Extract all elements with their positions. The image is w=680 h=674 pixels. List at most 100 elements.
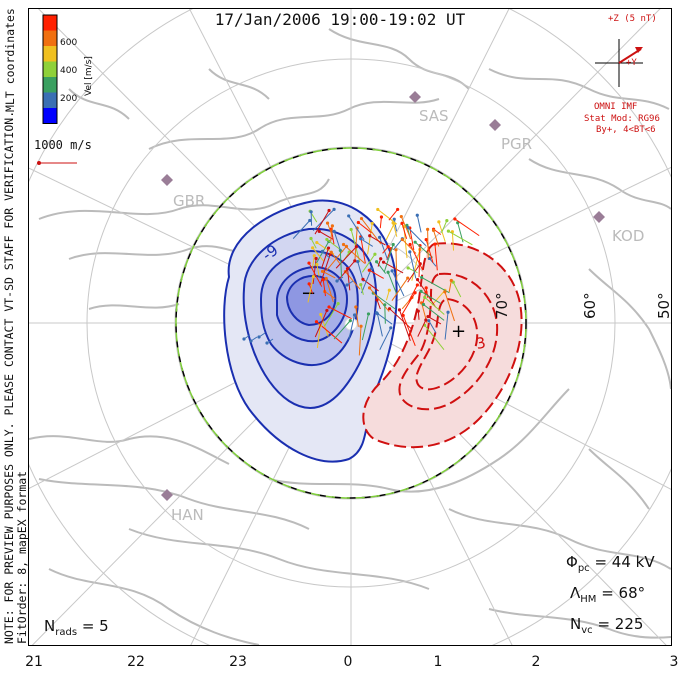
velocity-vector xyxy=(423,304,445,321)
vector-origin xyxy=(378,235,382,239)
vector-origin xyxy=(396,207,400,212)
radar-count: Nrads = 5 xyxy=(44,617,109,638)
mlt-tick-label: 1 xyxy=(433,654,443,670)
vector-origin xyxy=(359,324,363,328)
vector-origin xyxy=(397,308,402,312)
velocity-scale-label: 1000 m/s xyxy=(34,138,92,152)
velocity-vector xyxy=(448,230,473,246)
station-han: HAN xyxy=(171,506,204,524)
velocity-vector xyxy=(385,223,395,241)
colorbar-tick-400: 400 xyxy=(60,66,78,76)
nrads-sub: rads xyxy=(55,627,78,638)
vector-origin xyxy=(368,234,372,238)
phi-value: = 44 kV xyxy=(594,553,655,571)
velocity-vector xyxy=(434,244,438,271)
velocity-vector xyxy=(391,277,409,301)
vector-origin xyxy=(309,236,313,241)
vector-origin xyxy=(311,246,315,250)
imf-condition: By+, 4<BT<6 xyxy=(596,125,656,135)
velocity-colorbar xyxy=(42,14,58,124)
velocity-vector xyxy=(401,223,408,239)
velocity-vectors xyxy=(242,207,480,356)
vector-origin xyxy=(367,268,371,272)
vector-origin xyxy=(324,276,328,281)
vector-origin xyxy=(242,337,246,341)
imf-z-label: +Z (5 nT) xyxy=(608,14,657,24)
vector-origin xyxy=(345,266,350,271)
velocity-vector xyxy=(314,310,328,338)
velocity-vector xyxy=(431,290,446,306)
phi-symbol: Φ xyxy=(566,553,578,571)
vector-origin xyxy=(408,242,412,247)
vector-origin xyxy=(314,320,319,324)
vector-origin xyxy=(329,250,333,254)
velocity-vector xyxy=(325,278,334,303)
lat-label-60: 60° xyxy=(581,292,599,319)
velocity-vector xyxy=(384,304,386,324)
velocity-vector xyxy=(424,296,445,315)
nvc-value: = 225 xyxy=(597,615,644,633)
velocity-vector xyxy=(444,312,449,340)
lat-label-50: 50° xyxy=(655,292,671,319)
vector-origin xyxy=(424,290,428,294)
velocity-vector xyxy=(328,306,352,320)
lambda-value: = 68° xyxy=(601,584,646,602)
mlt-tick-label: 23 xyxy=(229,654,247,670)
velocity-vector xyxy=(407,263,421,283)
vector-origin xyxy=(373,252,377,256)
velocity-vector xyxy=(402,239,417,254)
vector-origin xyxy=(359,237,363,241)
velocity-vector xyxy=(417,319,427,337)
velocity-vector xyxy=(330,251,341,265)
velocity-vector xyxy=(407,267,418,274)
velocity-vector xyxy=(361,313,369,341)
phi-sub: pc xyxy=(577,563,590,574)
vector-origin xyxy=(420,275,424,280)
station-kod: KOD xyxy=(612,227,644,245)
vector-origin xyxy=(416,309,420,313)
velocity-vector xyxy=(312,258,317,285)
velocity-vector xyxy=(398,309,411,341)
vector-origin xyxy=(307,282,311,286)
velocity-vector xyxy=(311,255,315,269)
vector-origin xyxy=(406,276,410,280)
velocity-vector xyxy=(408,284,418,302)
velocity-vector xyxy=(379,237,389,260)
station-gbr: GBR xyxy=(173,192,205,210)
vector-origin xyxy=(376,207,380,212)
vector-origin xyxy=(330,224,334,228)
lambda-sub: HM xyxy=(580,594,597,605)
velocity-vector xyxy=(333,320,351,340)
vector-origin xyxy=(400,237,404,242)
colorbar-swatch xyxy=(43,46,57,62)
vector-origin xyxy=(325,237,329,242)
vector-origin xyxy=(427,319,431,323)
vector-origin xyxy=(257,335,261,339)
velocity-vector xyxy=(433,230,440,247)
vector-origin xyxy=(426,227,430,232)
vector-origin xyxy=(374,311,379,315)
vector-origin xyxy=(424,238,428,242)
coastlines xyxy=(29,28,671,645)
vector-origin xyxy=(406,266,410,270)
vector-origin xyxy=(446,229,451,233)
velocity-vector xyxy=(402,315,416,346)
vector-origin xyxy=(354,305,358,309)
vector-origin xyxy=(345,283,349,287)
velocity-vector xyxy=(360,238,374,247)
velocity-vector xyxy=(312,247,325,262)
mlt-tick-label: 0 xyxy=(343,654,353,670)
vector-origin xyxy=(431,228,436,233)
velocity-vector xyxy=(409,244,424,271)
vector-origin xyxy=(424,286,428,290)
velocity-vector xyxy=(322,279,326,297)
velocity-vector xyxy=(414,241,433,258)
velocity-vector xyxy=(451,231,455,251)
vector-origin xyxy=(433,242,437,246)
vector-origin xyxy=(356,220,360,225)
vector-origin xyxy=(423,295,427,299)
imf-source: OMNI IMF xyxy=(594,102,638,112)
velocity-vector xyxy=(395,249,398,281)
vector-origin xyxy=(366,312,371,316)
vector-origin xyxy=(341,242,346,247)
